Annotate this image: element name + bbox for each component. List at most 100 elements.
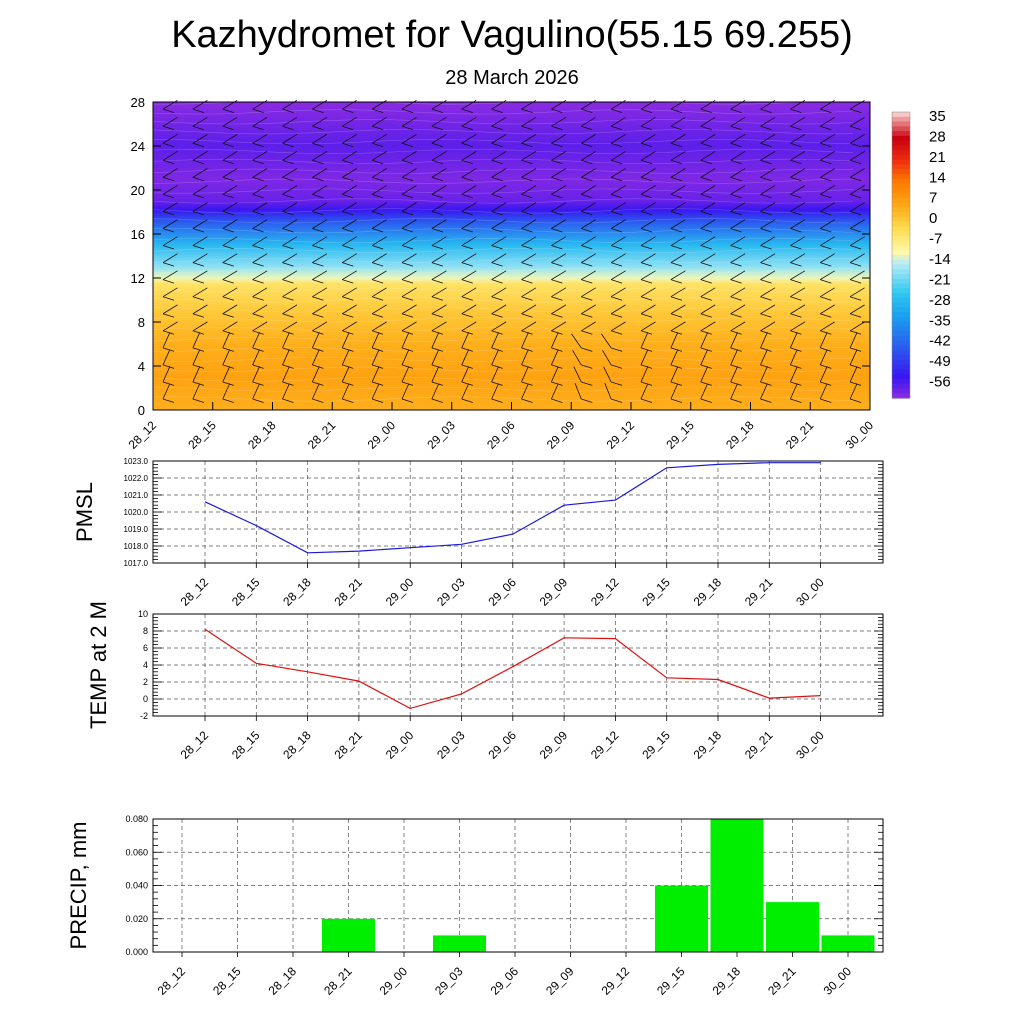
pmsl-xtick-label: 28_12: [178, 575, 212, 609]
wind-barb-flag: [491, 228, 503, 233]
wind-barb: [491, 151, 507, 161]
wind-barb-flag: [670, 296, 683, 301]
wind-barb-flag: [342, 364, 354, 369]
wind-barb: [640, 253, 656, 263]
wind-barb-flag: [431, 211, 444, 216]
precip-xtick-label: 29_12: [599, 964, 633, 998]
wind-barb: [849, 287, 865, 298]
pmsl-xtick-label: 28_15: [229, 575, 263, 609]
wind-barb-flag: [431, 313, 444, 318]
wind-barb: [312, 366, 320, 383]
wind-barb: [610, 321, 626, 332]
wind-barb-flag: [461, 108, 473, 113]
section-xtick-label: 28_21: [305, 418, 339, 452]
colorbar-label: -28: [929, 292, 951, 309]
wind-barb-flag: [192, 142, 205, 148]
wind-barb: [730, 287, 746, 298]
wind-barb-flag: [342, 125, 354, 131]
colorbar-segment: [892, 193, 910, 199]
wind-barb: [670, 287, 686, 298]
wind-barb-flag: [252, 347, 264, 352]
wind-barb-flag: [401, 245, 414, 250]
wind-barb-flag: [850, 296, 862, 301]
wind-barb-flag: [730, 313, 742, 318]
wind-barb: [401, 321, 417, 332]
wind-barb-flag: [461, 398, 473, 403]
wind-barb-flag: [401, 194, 414, 199]
wind-barb-flag: [162, 262, 175, 267]
wind-barb: [571, 333, 582, 349]
wind-barb-flag: [611, 398, 623, 403]
wind-barb-flag: [342, 262, 354, 267]
wind-barb: [819, 349, 828, 366]
wind-barb-flag: [222, 211, 234, 216]
colorbar-segment: [892, 264, 910, 270]
wind-barb-flag: [491, 279, 503, 284]
colorbar-segment: [892, 173, 910, 180]
wind-barb-flag: [521, 398, 533, 403]
colorbar-label: 21: [929, 149, 946, 166]
temp-panel: -2 0 2 4 6 8 10 28_12 28_15 28_18 28_21 29_00 29_03 2…: [86, 601, 884, 762]
pmsl-xtick-label: 29_09: [537, 575, 571, 609]
wind-barb-flag: [611, 142, 623, 148]
wind-barb: [820, 168, 835, 178]
wind-barb-flag: [491, 194, 503, 199]
wind-barb-flag: [192, 381, 205, 386]
colorbar-segment: [892, 255, 910, 261]
wind-barb: [849, 116, 865, 127]
wind-barb-flag: [700, 125, 712, 131]
wind-barb: [730, 116, 746, 127]
wind-barb-flag: [372, 108, 384, 113]
wind-barb-flag: [282, 142, 294, 148]
colorbar-label: -42: [929, 333, 951, 350]
wind-barb-flag: [760, 159, 772, 165]
wind-barb-flag: [790, 262, 802, 267]
wind-barb: [849, 168, 865, 178]
wind-barb: [551, 253, 567, 263]
wind-barb: [610, 304, 626, 315]
wind-barb: [700, 349, 709, 366]
precip-ytick-label: 0.080: [125, 814, 148, 824]
wind-barb: [670, 185, 686, 195]
section-contour: [152, 99, 854, 105]
wind-barb-flag: [282, 159, 294, 165]
wind-barb-flag: [372, 194, 384, 199]
wind-barb: [342, 116, 357, 127]
wind-barb-flag: [730, 125, 742, 131]
wind-barb: [461, 185, 477, 195]
wind-barb-flag: [162, 296, 175, 301]
wind-barb-flag: [850, 398, 862, 403]
section-ytick-label: 20: [131, 183, 145, 198]
wind-barb: [521, 383, 529, 400]
wind-barb: [581, 202, 596, 212]
wind-barb: [640, 383, 649, 400]
wind-barb: [162, 304, 178, 315]
wind-barb-flag: [222, 245, 234, 250]
wind-barb-flag: [611, 108, 623, 113]
colorbar-segment: [892, 150, 910, 156]
wind-barb: [252, 270, 268, 280]
wind-barb: [162, 151, 178, 161]
wind-barb-flag: [640, 176, 653, 182]
wind-barb: [282, 185, 298, 195]
wind-barb-flag: [312, 262, 324, 267]
wind-barb-flag: [222, 313, 234, 318]
colorbar-segment: [892, 154, 910, 161]
colorbar-segment: [892, 316, 910, 323]
wind-barb-flag: [252, 176, 264, 182]
wind-barb-flag: [222, 262, 234, 267]
wind-barb: [551, 236, 567, 246]
precip-xtick-label: 29_15: [654, 964, 688, 998]
wind-barb: [312, 185, 328, 195]
section-xtick-label: 29_12: [604, 418, 638, 452]
wind-barb: [760, 151, 776, 161]
wind-barb: [581, 168, 596, 178]
wind-barb: [401, 116, 417, 127]
wind-barb: [521, 349, 529, 366]
wind-barb-flag: [431, 330, 444, 335]
wind-barb: [670, 383, 679, 400]
colorbar-segment: [892, 302, 910, 309]
wind-barb-flag: [820, 194, 832, 199]
wind-barb: [371, 270, 387, 280]
wind-barb: [551, 134, 567, 144]
